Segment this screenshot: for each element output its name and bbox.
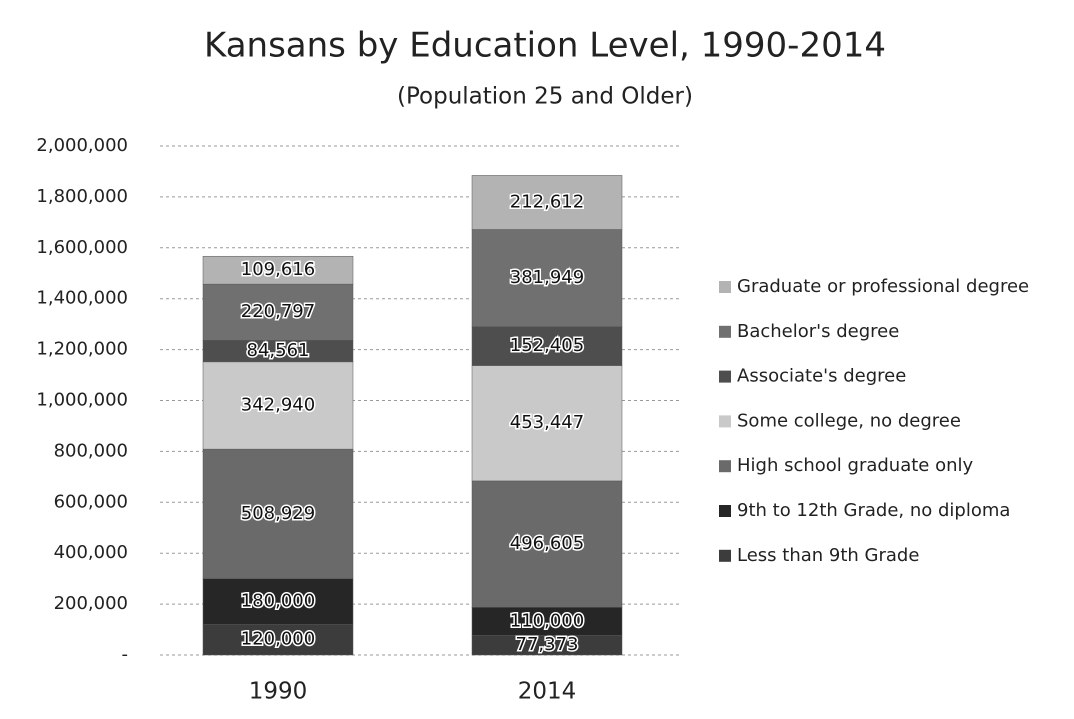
y-tick-label: -	[122, 644, 129, 665]
data-label: 212,612	[510, 191, 584, 212]
bar-segment	[202, 361, 354, 450]
y-tick-label: 600,000	[54, 491, 128, 512]
legend-label: Bachelor's degree	[737, 321, 899, 342]
chart-subtitle: (Population 25 and Older)	[397, 84, 693, 110]
legend-swatch	[719, 281, 731, 293]
bar-segment	[471, 326, 623, 366]
legend-swatch	[719, 549, 731, 562]
y-tick-label: 1,800,000	[36, 186, 128, 207]
bar-segment	[471, 365, 623, 482]
data-label: 381,949	[510, 267, 584, 288]
y-tick-label: 800,000	[54, 440, 128, 461]
x-tick-label: 2014	[518, 679, 577, 705]
bar-segment	[202, 624, 354, 656]
data-label: 77,373	[516, 634, 579, 655]
data-label: 110,000	[510, 610, 584, 631]
y-tick-label: 400,000	[54, 542, 128, 563]
legend-label: Associate's degree	[737, 366, 906, 387]
legend-label: Less than 9th Grade	[737, 545, 919, 566]
data-label: 109,616	[241, 259, 315, 280]
legend-label: Graduate or professional degree	[737, 276, 1029, 297]
legend-swatch	[719, 370, 731, 383]
y-tick-label: 200,000	[54, 593, 128, 614]
bar-segment	[471, 175, 623, 230]
y-tick-label: 1,200,000	[36, 339, 128, 360]
legend-swatch	[719, 460, 731, 473]
chart-title: Kansans by Education Level, 1990-2014	[204, 26, 886, 66]
y-tick-label: 1,000,000	[36, 390, 128, 411]
y-tick-label: 1,600,000	[36, 237, 128, 258]
data-label: 342,940	[241, 394, 315, 415]
data-label: 84,561	[247, 340, 310, 361]
y-tick-label: 2,000,000	[36, 135, 128, 156]
y-tick-label: 1,400,000	[36, 288, 128, 309]
legend-swatch	[719, 505, 731, 517]
data-label: 508,929	[241, 503, 315, 524]
legend-label: 9th to 12th Grade, no diploma	[737, 500, 1010, 521]
data-label: 220,797	[241, 301, 315, 322]
x-tick-label: 1990	[249, 679, 308, 705]
data-label: 496,605	[510, 533, 584, 554]
data-label: 152,405	[510, 335, 584, 356]
legend-label: Some college, no degree	[737, 410, 961, 431]
bar-segment	[202, 578, 354, 625]
bar-segment	[202, 255, 354, 285]
data-label: 120,000	[241, 629, 315, 650]
legend-label: High school graduate only	[737, 455, 974, 476]
legend-swatch	[719, 415, 731, 428]
data-label: 453,447	[510, 412, 584, 433]
bar-segment	[471, 229, 623, 327]
bar-segment	[471, 480, 623, 608]
bar-segment	[202, 283, 354, 341]
bar-segment	[202, 448, 354, 579]
legend-swatch	[719, 325, 731, 338]
data-label: 180,000	[241, 591, 315, 612]
